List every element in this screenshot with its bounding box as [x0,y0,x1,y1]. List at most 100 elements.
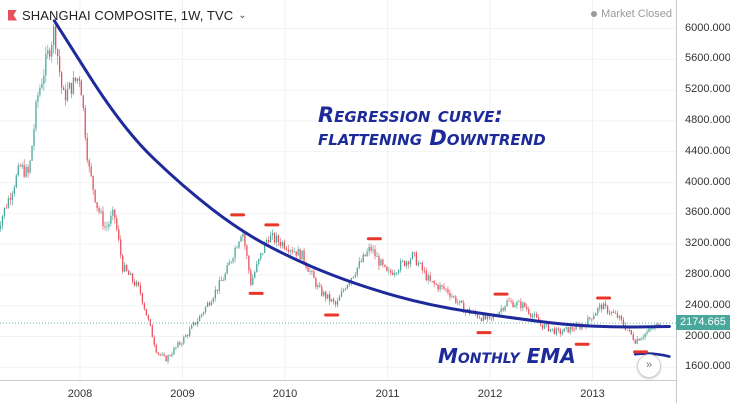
candle-body [599,304,601,308]
scroll-to-realtime-button[interactable]: » [637,354,661,378]
candle-body [283,241,285,249]
symbol-title[interactable]: SHANGHAI COMPOSITE, 1W, TVC [22,7,234,23]
candle-body [281,241,284,246]
candle-body [409,259,412,265]
candle-body [380,259,382,266]
candle-body [606,305,609,314]
candle-body [608,313,611,314]
candle-body [338,296,341,301]
y-tick-label: 2800.000 [685,267,730,280]
candle-body [104,226,106,227]
candle-body [155,344,157,353]
candle-body [51,44,53,57]
candle-body [648,328,650,332]
candle-body [506,300,508,307]
candle-body [191,325,193,329]
candle-body [303,250,305,263]
chevron-down-icon[interactable]: ⌄ [238,9,247,21]
candle-body [173,348,175,355]
candle-body [484,314,487,320]
candle-body [445,288,447,290]
x-tick-label: 2011 [375,388,400,400]
candle-body [151,325,153,338]
candle-body [630,330,632,335]
candle-body [66,88,69,101]
candle-body [228,262,230,266]
candle-body [161,354,163,356]
candle-body [451,296,453,298]
last-price-tag: 2174.665 [676,315,730,330]
candle-body [187,335,189,336]
candle-body [193,322,195,326]
candle-body [216,289,218,291]
candle-body [327,294,329,299]
candle-body [604,303,607,306]
candle-body [232,258,234,262]
candle-body [346,284,349,289]
candle-body [467,308,469,311]
candle-body [224,273,226,280]
candle-body [591,318,593,320]
candle-body [118,229,120,240]
candle-body [80,80,82,96]
candle-body [82,95,84,109]
candle-body [447,289,449,293]
candle-body [575,324,577,330]
candle-body [285,248,287,250]
candle-body [234,247,236,259]
market-status: Market Closed [591,8,672,20]
candle-body [522,302,524,309]
candle-body [222,279,224,281]
candle-body [179,342,181,345]
candle-body [332,299,335,302]
candle-body [642,337,644,339]
candle-body [504,306,506,311]
candle-body [269,235,272,243]
candle-body [561,331,563,334]
candle-body [388,270,390,272]
candle-body [240,236,242,242]
candle-body [382,259,384,265]
candle-body [19,165,21,167]
candle-body [399,260,402,271]
candle-body [163,354,165,356]
candle-body [313,271,315,279]
candle-body [463,302,465,313]
candle-body [537,317,540,322]
candle-body [226,265,228,274]
candle-body [267,239,270,243]
candle-body [279,242,282,246]
candle-body [478,317,481,319]
chart-header[interactable]: SHANGHAI COMPOSITE, 1W, TVC ⌄ [8,6,247,24]
candle-body [47,50,49,55]
candle-body [455,296,457,303]
candle-body [526,306,528,310]
candle-body [334,301,337,305]
candle-body [68,82,71,89]
candle-body [137,282,140,286]
candle-body [321,286,323,296]
candle-body [644,333,646,338]
candle-body [273,233,276,243]
candle-body [139,285,142,294]
candle-body [532,315,534,317]
candle-body [114,209,116,219]
candle-body [62,87,65,90]
candle-body [289,250,291,252]
candle-body [427,275,429,281]
candle-body [275,235,278,243]
candle-body [133,281,136,286]
candle-body [252,277,254,285]
y-tick-label: 4000.000 [685,175,730,188]
candle-body [106,226,108,228]
candle-body [646,331,648,334]
candle-body [200,314,203,317]
candle-body [358,261,360,268]
candle-body [265,239,268,243]
candle-body [100,211,102,213]
candle-body [171,354,173,356]
candle-body [603,303,605,310]
candle-body [634,339,636,344]
candle-body [202,312,205,315]
